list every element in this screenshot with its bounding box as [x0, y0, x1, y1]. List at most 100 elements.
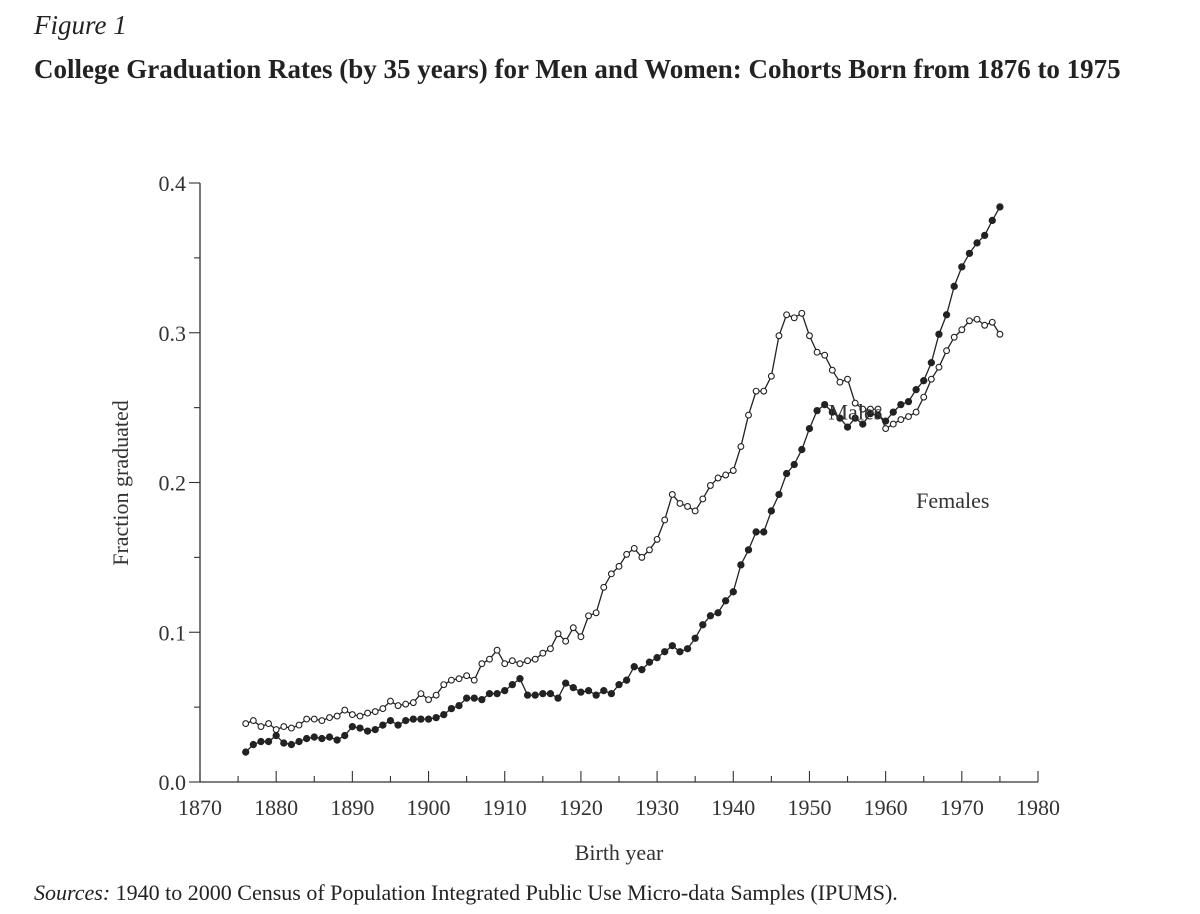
data-point-males: [996, 330, 1004, 338]
data-point-females: [798, 445, 806, 454]
data-point-males: [341, 706, 349, 714]
data-point-males: [554, 630, 562, 638]
data-point-males: [958, 326, 966, 334]
data-point-females: [462, 694, 471, 702]
data-point-females: [584, 687, 593, 695]
data-point-males: [821, 351, 829, 359]
data-point-females: [874, 411, 882, 419]
data-point-males: [539, 649, 547, 657]
data-point-males: [722, 471, 730, 479]
data-point-males: [844, 375, 851, 383]
data-point-females: [531, 691, 539, 699]
data-point-males: [676, 500, 684, 507]
data-point-females: [912, 385, 920, 394]
data-point-females: [554, 694, 562, 702]
data-point-males: [455, 675, 463, 683]
data-point-males: [432, 691, 440, 699]
x-tick-label: 1900: [407, 795, 451, 820]
data-point-females: [318, 734, 326, 743]
data-point-females: [973, 239, 981, 247]
data-point-males: [775, 332, 783, 340]
data-point-females: [341, 731, 349, 740]
data-point-females: [447, 704, 456, 713]
data-point-females: [402, 716, 410, 725]
data-point-males: [417, 690, 425, 698]
data-point-females: [805, 424, 814, 433]
data-point-females: [249, 740, 257, 749]
data-point-females: [981, 231, 989, 240]
data-point-females: [287, 740, 296, 749]
data-point-males: [394, 702, 402, 710]
data-point-males: [524, 657, 532, 665]
data-point-females: [356, 724, 364, 732]
y-tick-label: 0.4: [159, 171, 187, 196]
data-point-males: [828, 366, 836, 374]
data-point-males: [402, 700, 410, 708]
data-point-males: [516, 660, 524, 668]
x-axis-label: Birth year: [575, 840, 664, 865]
data-point-females: [699, 621, 707, 629]
data-point-females: [264, 737, 273, 746]
data-point-females: [600, 687, 608, 695]
x-tick-label: 1960: [864, 795, 908, 820]
data-point-females: [493, 690, 501, 698]
data-point-females: [813, 406, 821, 415]
data-point-males: [470, 676, 478, 684]
data-point-males: [973, 315, 981, 323]
data-point-males: [745, 411, 752, 419]
data-point-females: [363, 727, 372, 735]
data-point-females: [523, 691, 532, 699]
data-point-females: [645, 658, 654, 666]
data-point-females: [828, 408, 836, 416]
data-point-females: [562, 679, 570, 687]
data-point-males: [265, 720, 273, 728]
data-point-females: [927, 359, 935, 367]
data-point-males: [783, 311, 791, 319]
data-point-males: [646, 546, 653, 554]
data-point-males: [615, 562, 623, 570]
data-point-males: [562, 637, 570, 645]
data-point-males: [859, 405, 867, 413]
data-point-females: [996, 203, 1004, 211]
data-point-females: [782, 469, 791, 478]
data-point-males: [897, 416, 905, 424]
data-point-males: [752, 387, 760, 395]
data-point-males: [805, 332, 813, 340]
data-point-males: [905, 413, 912, 421]
sources-note: Sources: 1940 to 2000 Census of Populati…: [34, 880, 898, 906]
data-point-males: [699, 495, 707, 503]
data-point-females: [760, 528, 768, 536]
data-point-males: [577, 633, 585, 641]
data-point-males: [950, 333, 958, 341]
data-point-males: [364, 709, 372, 717]
data-point-males: [242, 720, 250, 728]
data-point-females: [386, 716, 395, 725]
data-point-females: [501, 687, 509, 695]
data-point-females: [478, 695, 486, 704]
data-point-males: [249, 717, 257, 725]
data-point-males: [737, 443, 745, 451]
data-point-females: [965, 249, 974, 258]
data-point-males: [760, 387, 768, 395]
data-point-females: [440, 710, 448, 719]
data-point-males: [478, 660, 486, 668]
y-tick-label: 0.1: [159, 620, 187, 645]
chart-title: College Graduation Rates (by 35 years) f…: [34, 54, 1121, 84]
data-point-males: [798, 309, 806, 317]
data-point-males: [668, 491, 676, 498]
data-point-females: [752, 528, 760, 536]
x-tick-label: 1930: [635, 795, 679, 820]
data-point-females: [729, 588, 737, 596]
data-point-females: [843, 423, 852, 431]
x-tick-label: 1910: [483, 795, 527, 820]
data-point-females: [242, 748, 250, 756]
data-point-males: [569, 624, 577, 632]
x-tick-label: 1970: [940, 795, 984, 820]
data-point-females: [897, 400, 905, 409]
figure-label: Figure 1: [34, 10, 127, 40]
axes: 1870 1880 1890 1900 1910 1920 1930 1940 1950 1960…: [159, 171, 1061, 820]
data-point-males: [387, 697, 394, 705]
data-point-females: [935, 330, 943, 338]
data-point-females: [722, 597, 730, 605]
data-point-males: [493, 646, 501, 654]
